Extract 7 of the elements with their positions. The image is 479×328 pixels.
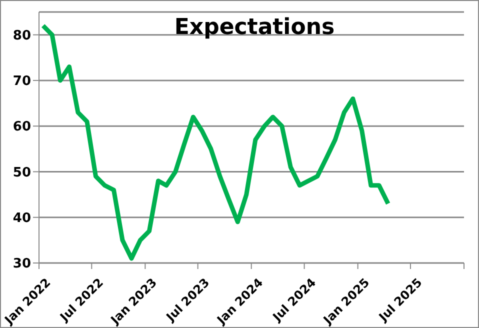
y-tick-label: 30: [12, 256, 31, 272]
y-tick-label: 50: [12, 165, 31, 180]
y-tick-label: 60: [12, 120, 31, 135]
y-tick-label: 40: [12, 210, 31, 226]
y-tick-label: 70: [12, 74, 31, 90]
y-tick-label: 80: [12, 28, 31, 44]
chart-title: Expectations: [174, 15, 335, 40]
